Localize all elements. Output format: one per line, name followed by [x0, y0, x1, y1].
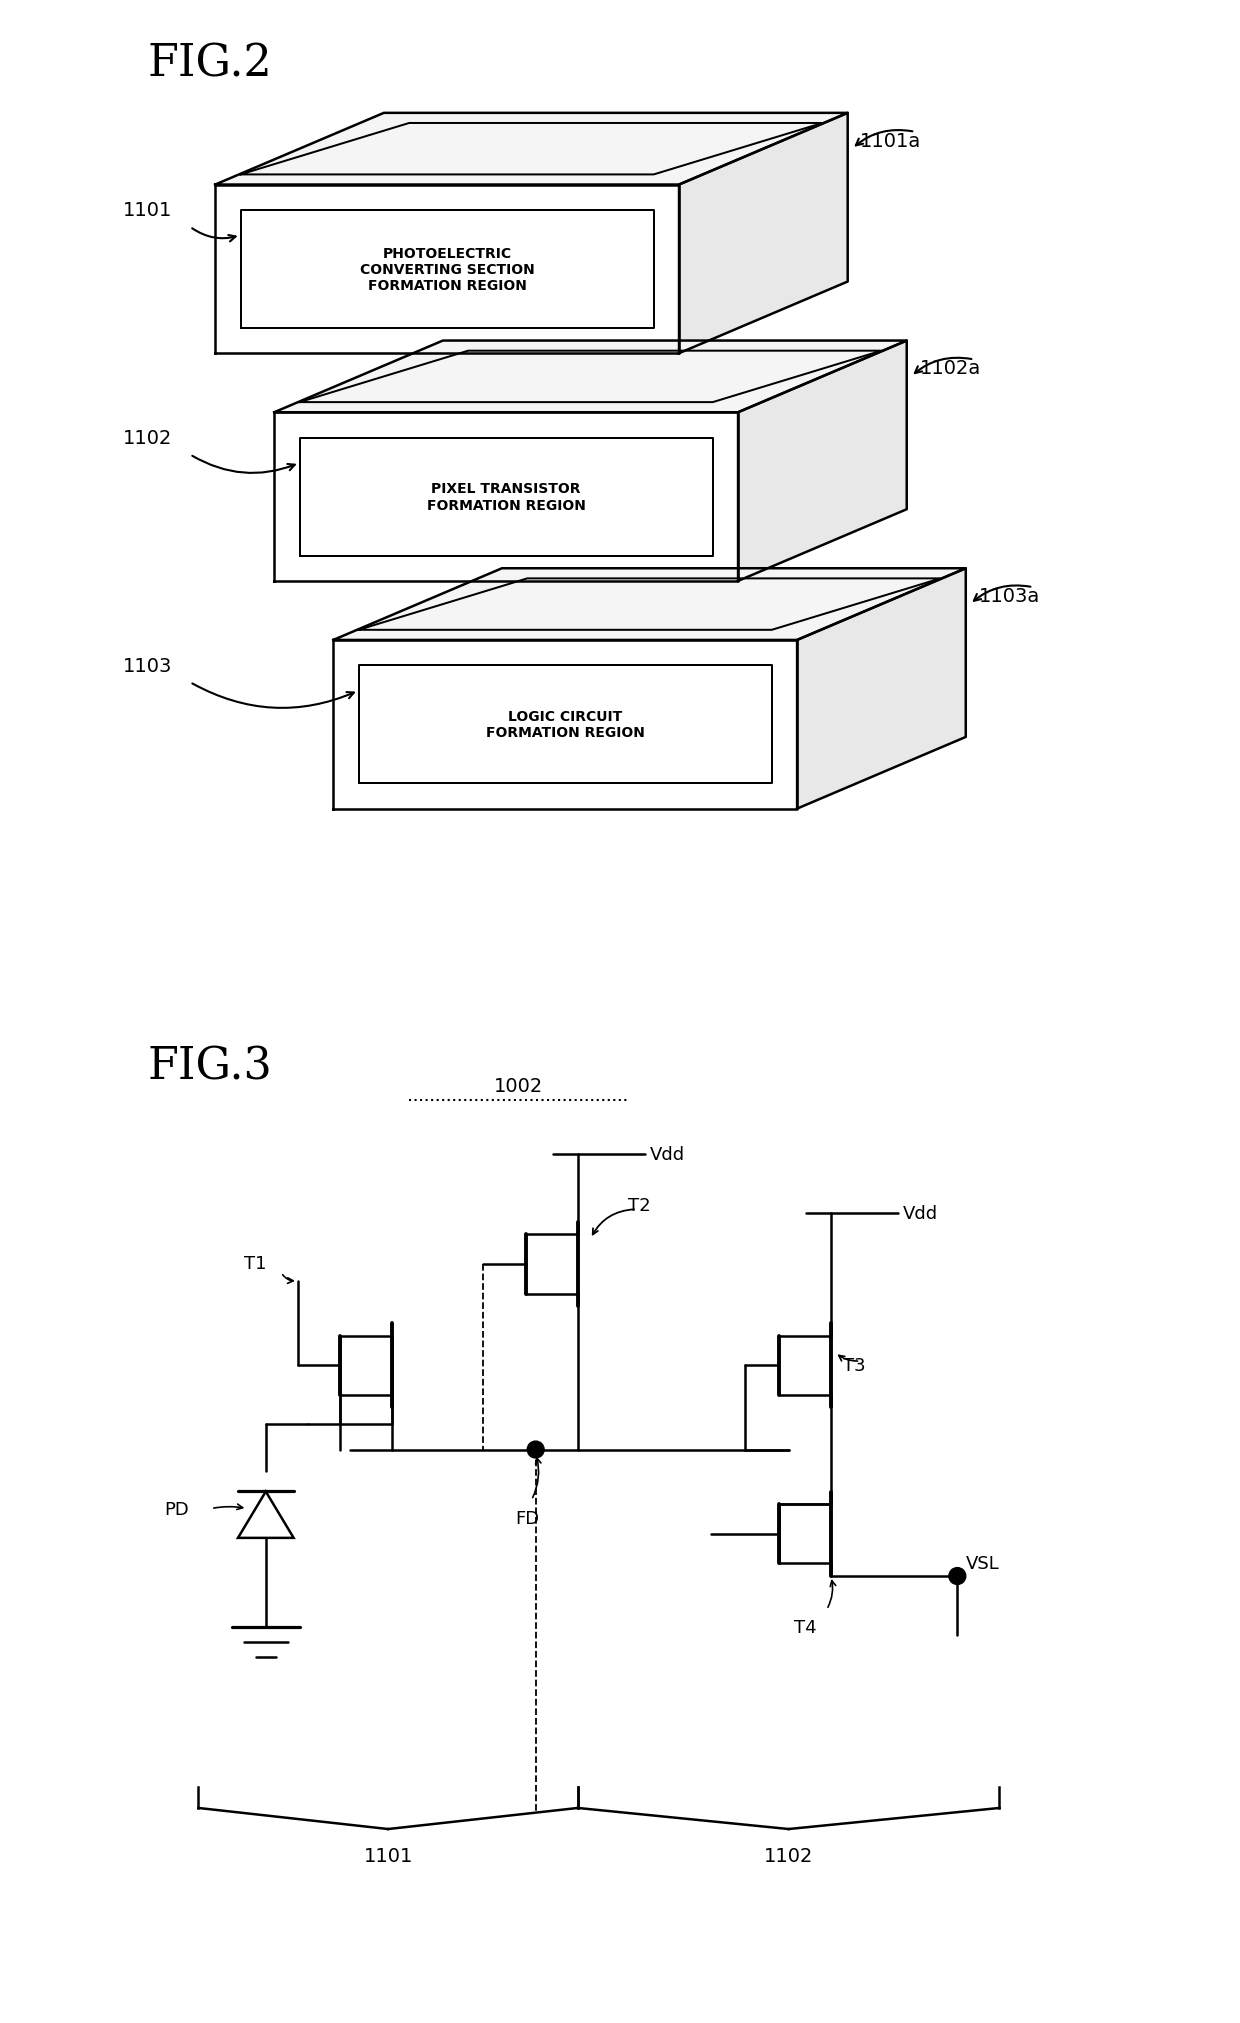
Polygon shape [216, 113, 848, 186]
Text: FIG.3: FIG.3 [148, 1046, 273, 1088]
Text: 1101a: 1101a [861, 131, 921, 150]
Text: T4: T4 [795, 1618, 817, 1637]
Text: FD: FD [515, 1509, 539, 1527]
Text: PIXEL TRANSISTOR
FORMATION REGION: PIXEL TRANSISTOR FORMATION REGION [427, 481, 585, 512]
Text: FIG.2: FIG.2 [148, 42, 273, 85]
Circle shape [527, 1442, 544, 1459]
Polygon shape [797, 568, 966, 809]
Text: 1103: 1103 [123, 655, 172, 676]
Polygon shape [216, 186, 680, 354]
Text: 1103a: 1103a [978, 587, 1039, 605]
Text: 1102: 1102 [764, 1845, 813, 1865]
Polygon shape [334, 568, 966, 641]
Text: LOGIC CIRCUIT
FORMATION REGION: LOGIC CIRCUIT FORMATION REGION [486, 710, 645, 740]
Circle shape [949, 1568, 966, 1584]
Polygon shape [738, 342, 906, 583]
Text: PD: PD [165, 1499, 190, 1517]
Polygon shape [680, 113, 848, 354]
Text: 1002: 1002 [495, 1076, 543, 1096]
Text: Vdd: Vdd [903, 1206, 937, 1222]
Polygon shape [334, 641, 797, 809]
Text: PHOTOELECTRIC
CONVERTING SECTION
FORMATION REGION: PHOTOELECTRIC CONVERTING SECTION FORMATI… [360, 247, 534, 293]
Text: 1101: 1101 [363, 1845, 413, 1865]
Text: VSL: VSL [966, 1554, 999, 1572]
Polygon shape [274, 342, 906, 413]
Polygon shape [274, 413, 738, 583]
Text: 1102: 1102 [123, 429, 172, 447]
Text: T1: T1 [244, 1254, 267, 1272]
Text: 1101: 1101 [123, 200, 172, 221]
Text: 1102a: 1102a [919, 360, 981, 378]
Text: T2: T2 [629, 1196, 651, 1214]
Text: T3: T3 [843, 1357, 866, 1374]
Text: Vdd: Vdd [650, 1145, 684, 1163]
